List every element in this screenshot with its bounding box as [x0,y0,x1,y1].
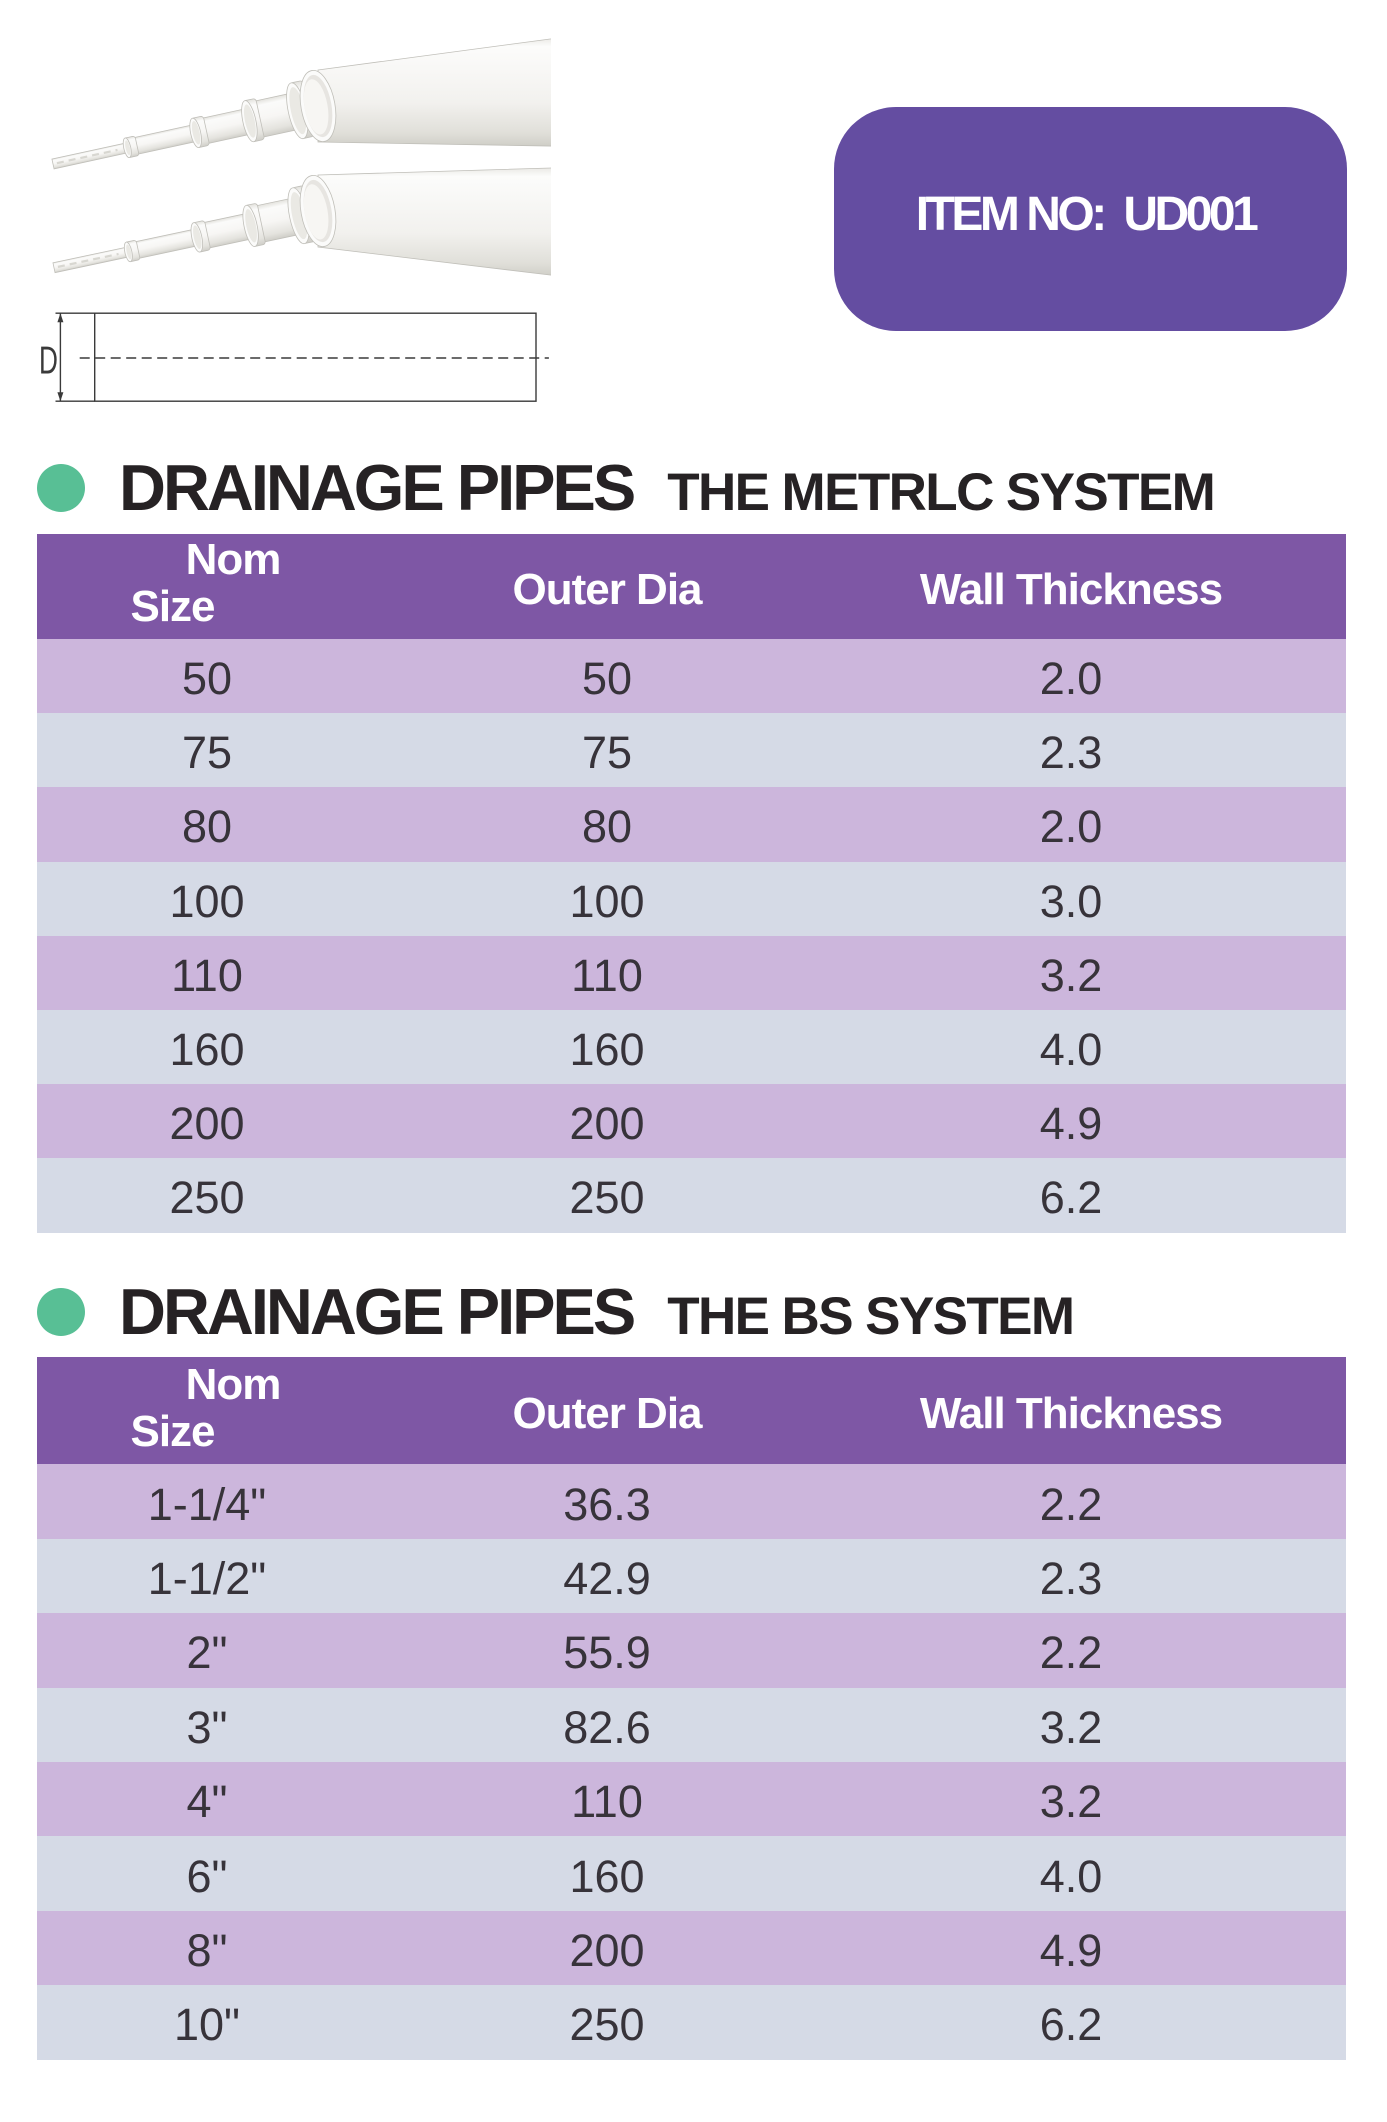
svg-text:D: D [39,339,58,382]
